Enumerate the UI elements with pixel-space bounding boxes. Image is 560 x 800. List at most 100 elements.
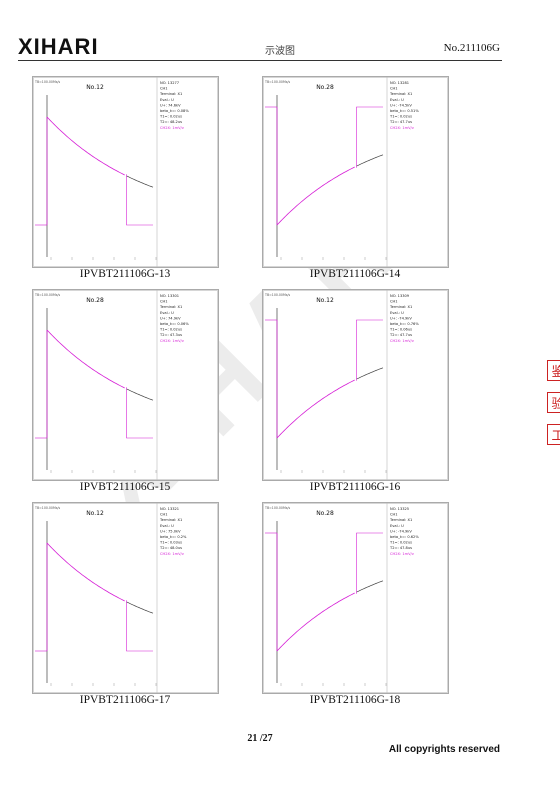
stamp-char-1: 鉴: [547, 360, 560, 381]
stamp-char-2: 验: [547, 392, 560, 413]
info-line: CH1: [160, 513, 168, 517]
info-line: U+: 74.6kV: [160, 103, 181, 107]
oscillogram-chart: TB=100.00Ms/s No.28 NO. 13325 CH1Terminal: …: [263, 503, 448, 693]
info-line: T2=: 48.0us: [159, 546, 182, 550]
info-line: NO. 13321: [160, 507, 179, 511]
plot-frame: [33, 290, 218, 480]
info-line: CH2X: 1mV/v: [390, 552, 415, 556]
info-line: beta_k=: 0.08%: [160, 109, 189, 113]
info-line: CH2X: 1mV/v: [390, 339, 415, 343]
oscillogram-chart: TB=100.00Ms/s No.28 NO. 13301 CH1Terminal: …: [33, 290, 218, 480]
info-line: Eval.: U: [390, 311, 404, 315]
info-line: Eval.: U: [160, 524, 174, 528]
info-line: Terminal: X1: [159, 92, 182, 96]
info-line: CH2X: 1mV/v: [160, 339, 185, 343]
info-line: beta_k=: 0.06%: [160, 322, 189, 326]
chart-title: No.28: [316, 510, 334, 517]
oscillogram-panel: TB=100.00Ms/s No.28 NO. 13301 CH1 Terminal: …: [32, 289, 219, 481]
info-line: CH1: [390, 87, 398, 91]
stamp-char-3: 工: [547, 424, 560, 445]
info-line: CH2X: 1mV/v: [160, 126, 185, 130]
info-line: NO. 13309: [390, 294, 410, 298]
info-line: Eval.: U: [390, 98, 404, 102]
waveform-trace: [276, 166, 355, 226]
page-number: 21 /27: [247, 733, 273, 744]
info-line: U+: -74.9kV: [390, 529, 412, 533]
info-line: NO. 13281: [390, 81, 409, 85]
timebase-label: TB=100.00Ms/s: [264, 506, 290, 510]
oscillogram-chart: TB=100.00Ms/s No.12 NO. 13277 CH1Terminal: …: [33, 77, 218, 267]
info-line: T1=: 0.02us: [389, 115, 412, 119]
info-line: NO. 13325: [390, 507, 409, 511]
waveform-tail: [356, 580, 384, 593]
timebase-label: TB=100.00Ms/s: [34, 293, 60, 297]
oscillogram-chart: TB=100.00Ms/s No.12 NO. 13321 CH1Terminal: …: [33, 503, 218, 693]
document-title: 示波图: [265, 46, 295, 57]
panel-caption: IPVBT211106G-15: [79, 481, 171, 493]
info-line: T2=: 48.2us: [159, 120, 182, 124]
step-reference: [356, 106, 383, 168]
info-line: Eval.: U: [390, 524, 404, 528]
info-line: CH1: [390, 300, 398, 304]
waveform-trace: [276, 379, 355, 439]
waveform-tail: [126, 601, 154, 614]
info-line: Terminal: X1: [389, 518, 412, 522]
info-line: U+: -74.5kV: [390, 103, 412, 107]
chart-title: No.28: [86, 297, 104, 304]
info-line: T1=: 0.03us: [159, 541, 182, 545]
timebase-label: TB=100.00Ms/s: [264, 80, 290, 84]
oscillogram-panel: TB=100.00Ms/s No.12 NO. 13321 CH1 Terminal: …: [32, 502, 219, 694]
step-reference: [356, 319, 383, 381]
chart-title: No.12: [86, 510, 104, 517]
waveform-tail: [356, 154, 384, 167]
step-reference: [356, 532, 383, 594]
chart-title: No.28: [316, 84, 334, 91]
info-line: T2=: 47.8us: [389, 546, 412, 550]
step-reference: [126, 174, 153, 226]
info-line: T1=: 0.06us: [389, 328, 412, 332]
timebase-label: TB=100.00Ms/s: [34, 80, 60, 84]
waveform-trace: [46, 116, 125, 176]
info-line: beta_k=: 0.76%: [390, 322, 419, 326]
panel-caption: IPVBT211106G-13: [79, 268, 171, 280]
info-line: U+: 75.0kV: [160, 529, 181, 533]
info-line: T2=: 47.3us: [159, 333, 182, 337]
plot-frame: [263, 503, 448, 693]
info-line: U+: 74.9kV: [160, 316, 181, 320]
timebase-label: TB=100.00Ms/s: [264, 293, 290, 297]
step-reference: [126, 387, 153, 439]
info-line: beta_k=: 0.2%: [160, 535, 187, 539]
oscillogram-panel: TB=100.00Ms/s No.28 NO. 13325 CH1 Terminal: …: [262, 502, 449, 694]
copyright-notice: All copyrights reserved: [388, 744, 500, 755]
info-line: Eval.: U: [160, 311, 174, 315]
oscillogram-panel: TB=100.00Ms/s No.12 NO. 13309 CH1 Terminal: …: [262, 289, 449, 481]
info-line: Terminal: X1: [159, 518, 182, 522]
info-line: T1=: 0.02us: [159, 328, 182, 332]
plot-frame: [263, 290, 448, 480]
panel-caption: IPVBT211106G-17: [79, 694, 171, 706]
chart-title: No.12: [86, 84, 104, 91]
chart-title: No.12: [316, 297, 334, 304]
panel-caption: IPVBT211106G-14: [309, 268, 401, 280]
info-line: NO. 13301: [160, 294, 179, 298]
waveform-tail: [126, 388, 154, 401]
info-line: beta_k=: 0.62%: [390, 535, 419, 539]
info-line: CH1: [390, 513, 398, 517]
info-line: CH1: [160, 300, 168, 304]
waveform-trace: [276, 592, 355, 652]
info-line: Terminal: X1: [159, 305, 182, 309]
info-line: beta_k=: 0.51%: [390, 109, 419, 113]
info-line: T1=: 0.02us: [159, 115, 182, 119]
oscillogram-panel: TB=100.00Ms/s No.28 NO. 13281 CH1 Terminal: …: [262, 76, 449, 268]
info-line: Eval.: U: [160, 98, 174, 102]
info-line: Terminal: X1: [389, 305, 412, 309]
plot-frame: [263, 77, 448, 267]
panel-caption: IPVBT211106G-16: [309, 481, 401, 493]
info-line: NO. 13277: [160, 81, 179, 85]
oscillogram-panel: TB=100.00Ms/s No.12 NO. 13277 CH1 Terminal: …: [32, 76, 219, 268]
info-line: U+: -74.9kV: [390, 316, 412, 320]
info-line: CH2X: 1mV/v: [160, 552, 185, 556]
timebase-label: TB=100.00Ms/s: [34, 506, 60, 510]
document-number: No.211106G: [443, 42, 500, 54]
waveform-tail: [126, 175, 154, 188]
